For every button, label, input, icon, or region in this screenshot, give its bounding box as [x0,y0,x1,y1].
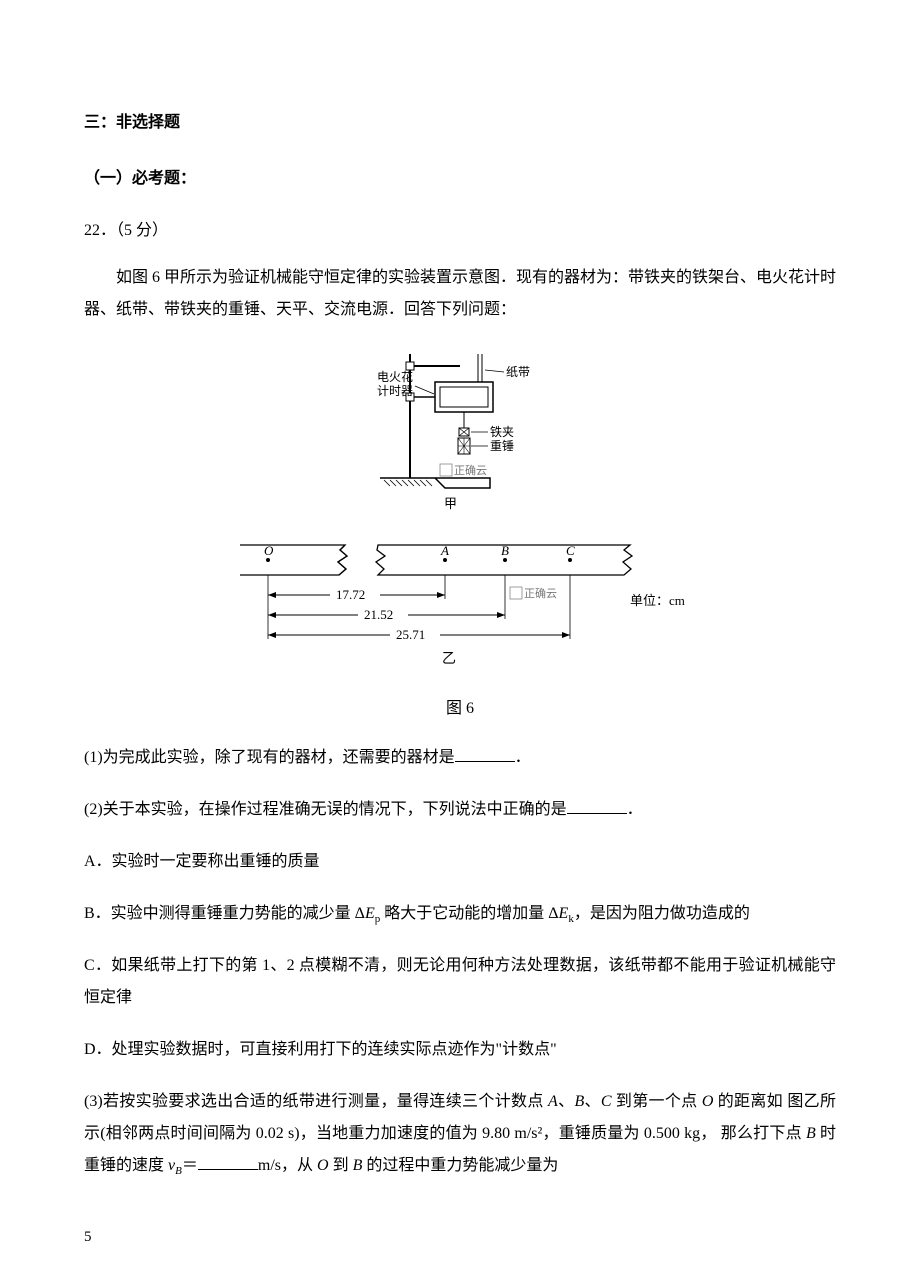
option-d: D．处理实验数据时，可直接利用打下的连续实际点迹作为"计数点" [84,1034,836,1066]
blank-q1 [455,761,515,762]
figure-caption: 图 6 [84,694,836,718]
svg-text:铁夹: 铁夹 [490,425,514,439]
tape-svg: O A B C 17.72 21.52 [210,535,710,675]
svg-text:正确云: 正确云 [524,587,557,600]
svg-text:A: A [440,543,449,558]
apparatus-figure: 电火花 计时器 纸带 铁夹 重锤 正确云 甲 [84,346,836,521]
option-c: C．如果纸带上打下的第 1、2 点模糊不清，则无论用何种方法处理数据，该纸带都不… [84,950,836,1014]
question-number: 22．（5 分） [84,216,836,240]
tape-figure: O A B C 17.72 21.52 [84,535,836,680]
svg-text:25.71: 25.71 [396,627,425,642]
sub-q3: (3)若按实验要求选出合适的纸带进行测量，量得连续三个计数点 A、B、C 到第一… [84,1086,836,1182]
svg-text:B: B [501,543,509,558]
svg-text:重锤: 重锤 [490,438,514,453]
sub-q1: (1)为完成此实验，除了现有的器材，还需要的器材是． [84,742,836,774]
svg-text:C: C [566,543,575,558]
svg-text:电火花: 电火花 [377,369,413,384]
blank-q2 [567,813,627,814]
svg-text:正确云: 正确云 [454,464,487,477]
sub-q2: (2)关于本实验，在操作过程准确无误的情况下，下列说法中正确的是． [84,794,836,826]
svg-text:17.72: 17.72 [336,587,365,602]
svg-text:乙: 乙 [442,651,456,667]
option-b: B．实验中测得重锤重力势能的减少量 ΔEp 略大于它动能的增加量 ΔEk，是因为… [84,898,836,930]
option-a: A．实验时一定要称出重锤的质量 [84,846,836,878]
subsection-title: （一）必考题： [84,164,836,188]
svg-text:甲: 甲 [444,496,457,511]
svg-text:纸带: 纸带 [506,365,530,379]
section-title: 三：非选择题 [84,108,836,132]
blank-q3a [198,1169,258,1170]
intro-paragraph: 如图 6 甲所示为验证机械能守恒定律的实验装置示意图．现有的器材为：带铁夹的铁架… [84,262,836,326]
apparatus-svg: 电火花 计时器 纸带 铁夹 重锤 正确云 甲 [340,346,580,516]
svg-text:O: O [264,543,274,558]
svg-text:21.52: 21.52 [364,607,393,622]
svg-text:计时器: 计时器 [377,384,413,398]
svg-text:单位：cm: 单位：cm [630,593,685,608]
page-number: 5 [84,1229,92,1246]
